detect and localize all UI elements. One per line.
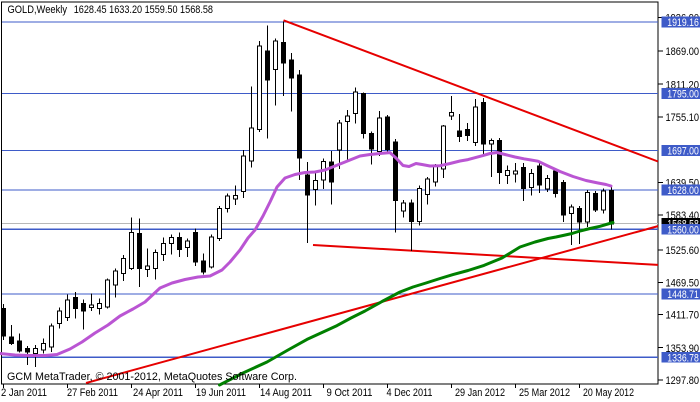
svg-text:27 Feb 2011: 27 Feb 2011 [67, 387, 118, 399]
svg-text:19 Jun 2011: 19 Jun 2011 [196, 387, 246, 399]
svg-text:1628.00: 1628.00 [667, 185, 699, 197]
svg-text:4 Dec 2011: 4 Dec 2011 [387, 387, 433, 399]
svg-text:GCM MetaTrader, © 2001-2012, M: GCM MetaTrader, © 2001-2012, MetaQuotes … [7, 371, 297, 383]
svg-text:1469.50: 1469.50 [666, 278, 700, 290]
svg-text:1697.00: 1697.00 [667, 146, 699, 158]
svg-text:14 Aug 2011: 14 Aug 2011 [260, 387, 312, 399]
svg-text:1336.78: 1336.78 [667, 353, 699, 365]
svg-text:1795.00: 1795.00 [667, 89, 699, 101]
svg-text:1411.70: 1411.70 [666, 310, 700, 322]
svg-text:1560.00: 1560.00 [667, 225, 699, 237]
svg-text:24 Apr 2011: 24 Apr 2011 [133, 387, 183, 399]
svg-text:25 Mar 2012: 25 Mar 2012 [519, 387, 570, 399]
svg-text:1353.90: 1353.90 [666, 343, 700, 355]
svg-text:1448.71: 1448.71 [667, 289, 699, 301]
svg-text:20 May 2012: 20 May 2012 [583, 387, 634, 399]
svg-text:1628.45 1633.20 1559.50 1568.5: 1628.45 1633.20 1559.50 1568.58 [74, 4, 213, 16]
svg-text:1525.60: 1525.60 [666, 245, 700, 257]
svg-text:2 Jan 2011: 2 Jan 2011 [1, 387, 47, 399]
svg-text:1755.10: 1755.10 [666, 112, 700, 124]
svg-text:GOLD,Weekly: GOLD,Weekly [8, 4, 68, 16]
svg-text:1919.16: 1919.16 [667, 17, 699, 29]
svg-text:9 Oct 2011: 9 Oct 2011 [327, 387, 373, 399]
svg-text:1869.00: 1869.00 [666, 46, 700, 58]
svg-text:1297.80: 1297.80 [666, 375, 700, 387]
svg-text:29 Jan 2012: 29 Jan 2012 [455, 387, 505, 399]
